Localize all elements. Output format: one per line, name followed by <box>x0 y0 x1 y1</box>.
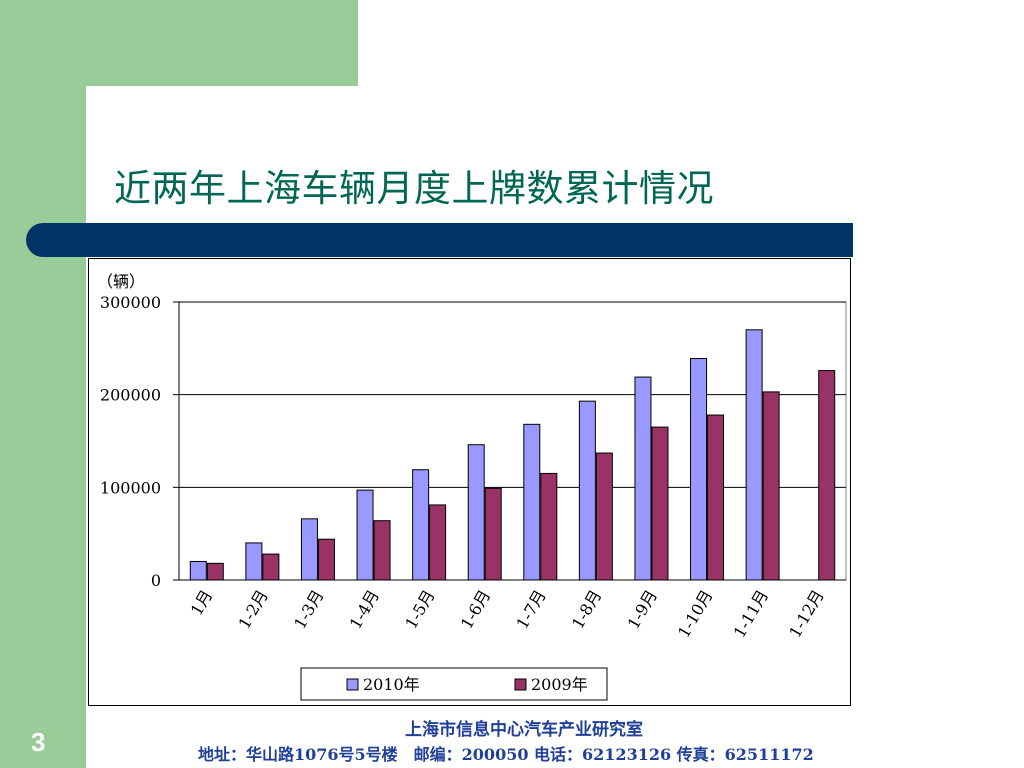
bar <box>429 504 447 581</box>
x-tick-label: 1-4月 <box>346 587 383 633</box>
bar <box>578 400 596 581</box>
bar <box>317 538 335 581</box>
x-tick-label: 1月 <box>187 587 217 619</box>
bar-chart: 0 100000 200000 300000 （辆） 1月 1-2月 1-3月 1-4月 1-5月… <box>97 272 847 701</box>
x-tick-label: 1-9月 <box>624 587 661 633</box>
bar <box>595 452 613 581</box>
x-tick-label: 1-5月 <box>401 587 438 633</box>
title-underline-band <box>26 223 853 257</box>
footer-address: 地址：华山路1076号5号楼 邮编：200050 电话：62123126 传真：… <box>198 745 814 764</box>
bar <box>206 562 224 581</box>
bar <box>245 542 263 581</box>
y-unit-label: （辆） <box>97 272 145 291</box>
bar <box>300 518 318 581</box>
y-tick-label: 200000 <box>100 386 161 405</box>
bar <box>523 423 541 581</box>
bar <box>484 487 502 581</box>
footer-organization: 上海市信息中心汽车产业研究室 <box>405 720 643 740</box>
legend-label: 2009年 <box>531 675 588 694</box>
bar <box>373 520 391 581</box>
legend-swatch <box>514 678 527 691</box>
bar <box>412 469 430 581</box>
y-tick-label: 300000 <box>100 293 161 312</box>
x-tick-label: 1-8月 <box>568 587 605 633</box>
bar <box>818 370 836 581</box>
bar <box>189 560 207 581</box>
bar <box>540 472 558 581</box>
bar <box>745 329 763 581</box>
bar <box>651 426 669 581</box>
bar <box>634 376 652 581</box>
bar <box>356 489 374 581</box>
content-panel <box>86 86 1024 768</box>
bar <box>762 391 780 581</box>
x-tick-label: 1-7月 <box>512 587 549 633</box>
x-tick-label: 1-6月 <box>457 587 494 633</box>
x-tick-label: 1-3月 <box>290 587 327 633</box>
x-tick-label: 1-10月 <box>674 587 716 641</box>
x-tick-label: 1-2月 <box>234 587 271 633</box>
legend-label: 2010年 <box>363 675 420 694</box>
bar <box>690 358 708 581</box>
x-tick-label: 1-12月 <box>785 587 827 641</box>
green-left-strip <box>0 0 86 768</box>
slide-title: 近两年上海车辆月度上牌数累计情况 <box>114 167 714 210</box>
bar <box>707 414 725 581</box>
y-tick-label: 100000 <box>100 478 161 497</box>
chart-frame: 0 100000 200000 300000 （辆） 1月 1-2月 1-3月 1-4月 1-5月… <box>88 258 851 706</box>
bar <box>262 553 280 581</box>
x-tick-label: 1-11月 <box>730 587 772 641</box>
legend-swatch <box>346 678 359 691</box>
y-tick-label: 0 <box>151 571 161 590</box>
page-number: 3 <box>31 727 46 757</box>
bar <box>467 444 485 581</box>
